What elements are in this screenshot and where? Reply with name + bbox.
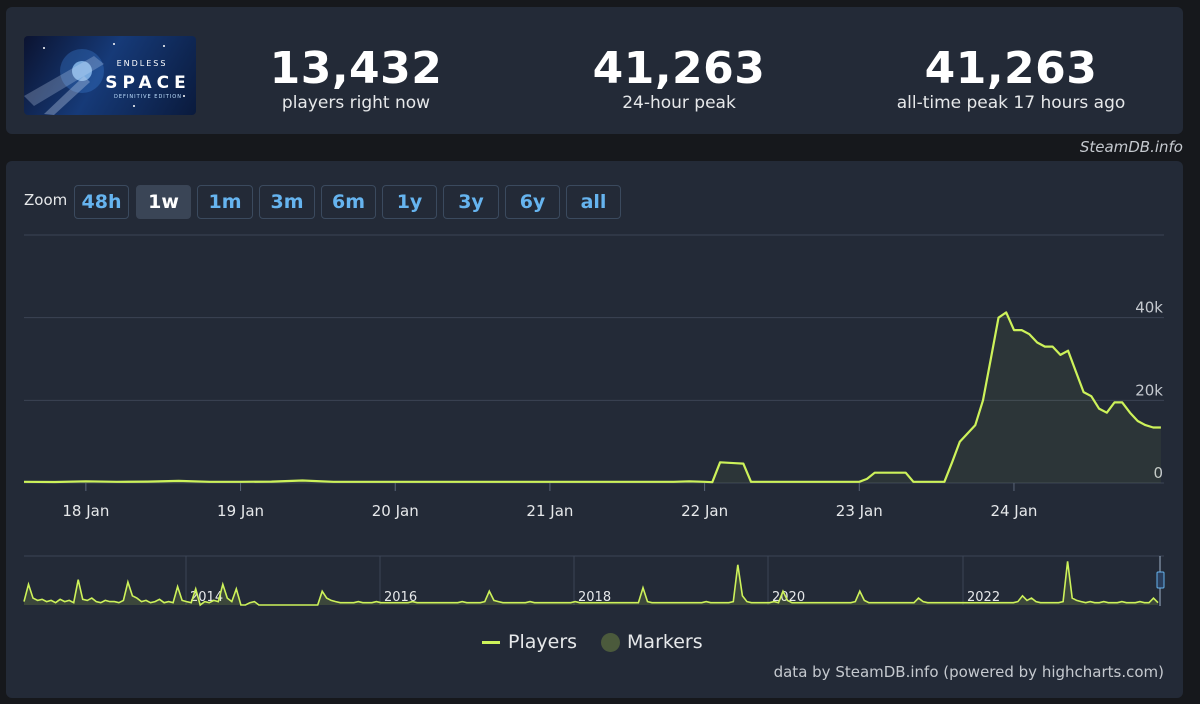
x-tick-label: 20 Jan bbox=[372, 502, 419, 520]
x-tick-label: 24 Jan bbox=[990, 502, 1037, 520]
player-chart[interactable]: 0 20k 40k 18 Jan 19 Jan 20 Jan 21 Jan 22 Jan 23… bbox=[6, 161, 1183, 698]
x-axis-ticks: 18 Jan 19 Jan 20 Jan 21 Jan 22 Jan 23 Jan 24 J… bbox=[62, 483, 1037, 520]
navigator-year-label: 2020 bbox=[772, 590, 805, 605]
logo-subtitle: SPACE bbox=[105, 73, 190, 93]
galaxy-art: ENDLESS SPACE DEFINITIVE EDITION bbox=[24, 43, 190, 115]
navigator-year-label: 2016 bbox=[384, 590, 417, 605]
navigator-year-label: 2022 bbox=[967, 590, 1000, 605]
zoom-1y-button[interactable]: 1y bbox=[382, 185, 437, 219]
legend-players-label: Players bbox=[508, 631, 578, 653]
legend-markers-label: Markers bbox=[627, 631, 703, 653]
players-area bbox=[24, 312, 1161, 483]
current-players-label: players right now bbox=[281, 93, 431, 113]
zoom-6m-button[interactable]: 6m bbox=[321, 185, 376, 219]
stat-24h-peak: 41,263 24-hour peak bbox=[579, 43, 779, 113]
markers-legend-dot-icon bbox=[601, 632, 621, 652]
navigator-handle[interactable] bbox=[1156, 571, 1165, 589]
peak-24h-value: 41,263 bbox=[592, 43, 766, 94]
y-axis-ticks: 0 20k 40k bbox=[1135, 299, 1163, 482]
steamdb-attribution[interactable]: SteamDB.info bbox=[1079, 138, 1183, 156]
zoom-3y-button[interactable]: 3y bbox=[443, 185, 499, 219]
zoom-all-button[interactable]: all bbox=[566, 185, 621, 219]
stat-all-time-peak: 41,263 all-time peak 17 hours ago bbox=[876, 43, 1146, 113]
current-players-value: 13,432 bbox=[269, 43, 443, 94]
peak-24h-label: 24-hour peak bbox=[622, 93, 736, 113]
players-line bbox=[23, 311, 1161, 484]
stats-card: ENDLESS SPACE DEFINITIVE EDITION 13,432 … bbox=[6, 7, 1183, 134]
players-legend-line-icon bbox=[482, 640, 500, 644]
x-tick-label: 18 Jan bbox=[62, 502, 109, 520]
x-tick-label: 19 Jan bbox=[217, 502, 264, 520]
zoom-6y-button[interactable]: 6y bbox=[505, 185, 560, 219]
x-tick-label: 22 Jan bbox=[681, 502, 728, 520]
zoom-1m-button[interactable]: 1m bbox=[197, 185, 253, 219]
logo-edition: DEFINITIVE EDITION bbox=[114, 94, 182, 100]
zoom-3m-button[interactable]: 3m bbox=[259, 185, 315, 219]
zoom-label: Zoom bbox=[24, 191, 68, 209]
navigator-area bbox=[24, 561, 1158, 605]
chart-grid bbox=[24, 234, 1164, 484]
x-tick-label: 21 Jan bbox=[526, 502, 573, 520]
legend-markers[interactable]: Markers bbox=[601, 631, 703, 653]
game-logo[interactable]: ENDLESS SPACE DEFINITIVE EDITION bbox=[24, 36, 196, 115]
all-time-peak-label: all-time peak 17 hours ago bbox=[896, 93, 1126, 113]
chart-credits[interactable]: data by SteamDB.info (powered by highcha… bbox=[773, 663, 1164, 681]
navigator-year-label: 2018 bbox=[578, 590, 611, 605]
navigator: 2014 2016 2018 2020 2022 bbox=[23, 555, 1165, 607]
x-tick-label: 23 Jan bbox=[836, 502, 883, 520]
all-time-peak-value: 41,263 bbox=[924, 43, 1098, 94]
chart-legend: Players Markers bbox=[482, 631, 727, 653]
legend-players[interactable]: Players bbox=[482, 631, 577, 653]
zoom-1w-button[interactable]: 1w bbox=[136, 185, 191, 219]
navigator-line bbox=[23, 561, 1159, 607]
zoom-48h-button[interactable]: 48h bbox=[74, 185, 129, 219]
y-tick-label: 40k bbox=[1135, 299, 1163, 317]
y-tick-label: 0 bbox=[1153, 464, 1163, 482]
chart-card: Zoom 48h 1w 1m 3m 6m 1y 3y 6y all 0 20k 40… bbox=[6, 161, 1183, 698]
logo-title: ENDLESS bbox=[117, 59, 168, 68]
stat-current: 13,432 players right now bbox=[256, 43, 456, 113]
y-tick-label: 20k bbox=[1135, 381, 1163, 399]
